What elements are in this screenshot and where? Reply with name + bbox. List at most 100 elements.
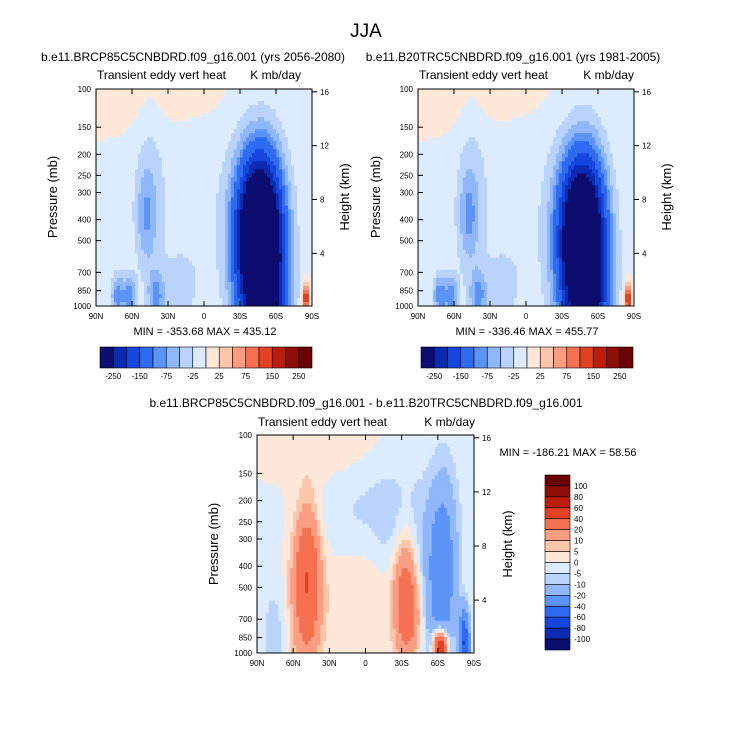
field-cell [99, 209, 103, 214]
field-cell [159, 201, 163, 206]
field-cell [102, 121, 106, 126]
field-cell [198, 245, 202, 251]
field-cell [183, 137, 187, 142]
field-cell [201, 237, 205, 243]
field-cell [180, 137, 184, 142]
field-cell [285, 157, 289, 162]
field-cell [484, 145, 488, 150]
field-cell [120, 197, 124, 202]
field-cell [592, 113, 596, 118]
field-cell [604, 141, 608, 146]
field-cell [168, 97, 172, 102]
field-cell [210, 185, 214, 190]
field-cell [111, 169, 115, 174]
field-cell [162, 157, 166, 162]
field-cell [102, 141, 106, 146]
field-cell [294, 241, 298, 247]
field-cell [418, 145, 422, 150]
field-cell [111, 197, 115, 202]
field-cell [219, 125, 223, 130]
field-cell [273, 153, 277, 158]
field-cell [478, 117, 482, 122]
field-cell [246, 177, 250, 182]
field-cell [99, 113, 103, 118]
field-cell [613, 113, 617, 118]
field-cell [481, 109, 485, 114]
field-cell [114, 149, 118, 154]
field-cell [123, 105, 127, 110]
field-cell [165, 257, 169, 263]
field-cell [171, 233, 175, 239]
field-cell [270, 117, 274, 122]
field-cell [526, 117, 530, 122]
field-cell [261, 229, 265, 235]
field-cell [234, 209, 238, 214]
field-cell [541, 101, 545, 106]
field-cell [607, 113, 611, 118]
field-cell [270, 105, 274, 110]
field-cell [186, 125, 190, 130]
field-cell [451, 125, 455, 130]
field-cell [538, 97, 542, 102]
field-cell [445, 117, 449, 122]
field-cell [309, 181, 313, 186]
field-cell [135, 249, 139, 255]
field-cell [171, 161, 175, 166]
field-cell [535, 137, 539, 142]
field-cell [213, 241, 217, 247]
field-cell [469, 137, 473, 142]
field-cell [225, 169, 229, 174]
field-cell [273, 185, 277, 190]
field-cell [183, 249, 187, 255]
field-cell [144, 125, 148, 130]
field-cell [237, 121, 241, 126]
field-cell [111, 165, 115, 170]
field-cell [150, 225, 154, 231]
field-cell [448, 129, 452, 134]
field-cell [105, 229, 109, 235]
field-cell [529, 137, 533, 142]
field-cell [225, 241, 229, 247]
field-cell [246, 281, 250, 287]
field-cell [207, 301, 211, 307]
field-cell [303, 113, 307, 118]
field-cell [240, 97, 244, 102]
field-cell [207, 101, 211, 106]
field-cell [147, 249, 151, 255]
field-cell [264, 113, 268, 118]
field-cell [153, 185, 157, 190]
field-cell [276, 105, 280, 110]
field-cell [96, 113, 100, 118]
field-cell [604, 125, 608, 130]
field-cell [472, 109, 476, 114]
field-cell [186, 201, 190, 206]
field-cell [297, 177, 301, 182]
field-cell [105, 217, 109, 223]
field-cell [541, 125, 545, 130]
field-cell [186, 253, 190, 259]
field-cell [273, 285, 277, 291]
field-cell [243, 205, 247, 210]
field-cell [276, 261, 280, 267]
field-cell [607, 93, 611, 98]
field-cell [144, 229, 148, 235]
field-cell [198, 217, 202, 223]
field-cell [493, 141, 497, 146]
field-cell [529, 93, 533, 98]
field-cell [129, 93, 133, 98]
field-cell [198, 165, 202, 170]
field-cell [210, 253, 214, 259]
field-cell [120, 249, 124, 255]
field-cell [240, 189, 244, 194]
field-cell [291, 265, 295, 271]
field-cell [610, 121, 614, 126]
field-cell [213, 297, 217, 303]
field-cell [120, 217, 124, 223]
field-cell [285, 237, 289, 243]
field-cell [249, 101, 253, 106]
field-cell [117, 233, 121, 239]
field-cell [108, 269, 112, 275]
field-cell [255, 157, 259, 162]
field-cell [264, 193, 268, 198]
field-cell [96, 157, 100, 162]
